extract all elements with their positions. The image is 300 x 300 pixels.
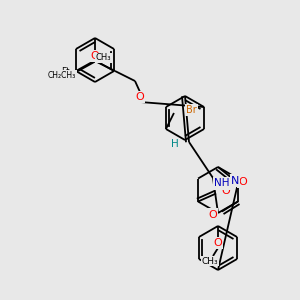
Text: CH₃: CH₃ bbox=[202, 256, 218, 266]
Text: CH₃: CH₃ bbox=[96, 53, 111, 62]
Text: O: O bbox=[238, 177, 247, 187]
Text: CH₂CH₃: CH₂CH₃ bbox=[48, 70, 76, 80]
Text: NH: NH bbox=[214, 178, 230, 188]
Text: Br: Br bbox=[186, 105, 197, 115]
Text: O: O bbox=[214, 238, 222, 248]
Text: O: O bbox=[136, 92, 144, 102]
Text: N: N bbox=[231, 176, 239, 185]
Text: O: O bbox=[91, 51, 99, 61]
Text: O: O bbox=[221, 187, 230, 196]
Text: Et: Et bbox=[61, 67, 70, 76]
Text: O: O bbox=[208, 209, 217, 220]
Text: H: H bbox=[171, 139, 179, 149]
